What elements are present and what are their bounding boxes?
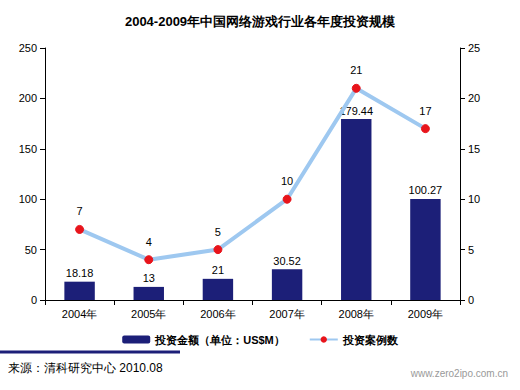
svg-text:10: 10 (468, 193, 480, 205)
svg-text:4: 4 (146, 236, 152, 248)
svg-text:250: 250 (19, 42, 37, 54)
svg-text:2004-2009年中国网络游戏行业各年度投资规模: 2004-2009年中国网络游戏行业各年度投资规模 (125, 14, 395, 29)
svg-text:www.zero2ipo.com.cn: www.zero2ipo.com.cn (410, 368, 508, 379)
svg-text:100: 100 (19, 193, 37, 205)
svg-text:2006年: 2006年 (200, 308, 235, 320)
svg-text:13: 13 (143, 272, 155, 284)
svg-text:投资案例数: 投资案例数 (342, 334, 399, 346)
svg-text:50: 50 (25, 244, 37, 256)
svg-text:15: 15 (468, 143, 480, 155)
svg-text:2005年: 2005年 (131, 308, 166, 320)
svg-text:2004年: 2004年 (62, 308, 97, 320)
svg-text:21: 21 (350, 64, 362, 76)
svg-text:7: 7 (77, 205, 83, 217)
svg-text:5: 5 (468, 244, 474, 256)
svg-text:179.44: 179.44 (339, 104, 374, 117)
svg-text:30.52: 30.52 (273, 255, 301, 267)
svg-text:21: 21 (212, 264, 224, 276)
svg-text:5: 5 (215, 226, 221, 238)
svg-text:200: 200 (19, 92, 37, 104)
svg-text:投资金额（单位：US$M）: 投资金额（单位：US$M） (154, 334, 285, 347)
svg-text:150: 150 (19, 143, 37, 155)
svg-text:2008年: 2008年 (339, 308, 374, 320)
svg-text:2009年: 2009年 (408, 308, 443, 320)
svg-text:来源：清科研究中心 2010.08: 来源：清科研究中心 2010.08 (8, 361, 163, 375)
svg-text:0: 0 (468, 294, 474, 306)
svg-text:17: 17 (419, 105, 431, 117)
svg-text:0: 0 (31, 294, 37, 306)
svg-text:10: 10 (281, 175, 293, 187)
svg-text:100.27: 100.27 (409, 184, 443, 196)
svg-text:2007年: 2007年 (269, 308, 304, 320)
svg-text:20: 20 (468, 92, 480, 104)
svg-text:18.18: 18.18 (66, 267, 94, 279)
svg-text:25: 25 (468, 42, 480, 54)
